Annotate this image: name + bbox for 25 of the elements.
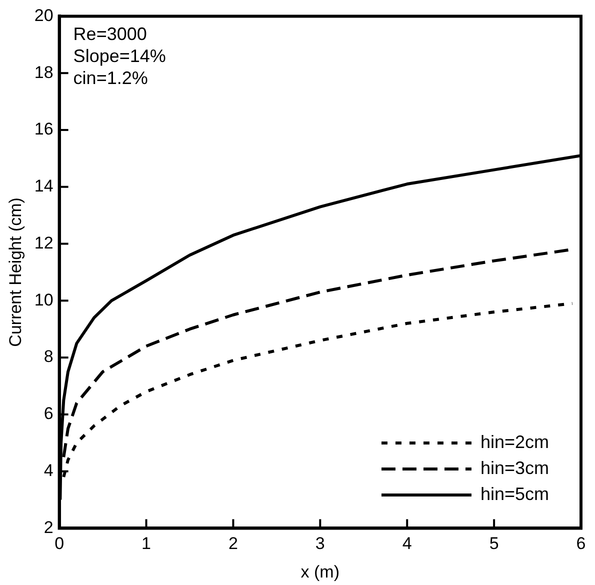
x-tick-label: 4: [402, 534, 412, 554]
annotation: cin=1.2%: [73, 68, 148, 88]
annotation: Slope=14%: [73, 46, 166, 66]
y-tick-label: 10: [34, 290, 54, 310]
y-axis-title: Current Height (cm): [6, 198, 25, 347]
legend-label: hin=2cm: [480, 432, 550, 452]
x-tick-label: 3: [315, 534, 325, 554]
y-tick-label: 12: [34, 233, 54, 252]
x-tick-label: 5: [489, 534, 499, 554]
legend-label: hin=5cm: [480, 484, 550, 504]
y-tick-label: 4: [44, 461, 54, 480]
legend-label: hin=3cm: [480, 458, 550, 478]
y-tick-label: 6: [44, 404, 54, 424]
x-tick-label: 1: [142, 534, 151, 554]
y-tick-label: 14: [34, 176, 54, 196]
y-tick-label: 20: [34, 6, 54, 25]
y-tick-label: 16: [34, 120, 54, 139]
y-tick-label: 8: [44, 347, 54, 366]
y-tick-label: 2: [44, 518, 54, 537]
x-axis-title: x (m): [300, 562, 340, 582]
x-tick-label: 0: [54, 534, 64, 554]
x-tick-label: 6: [576, 534, 586, 554]
y-tick-label: 18: [34, 62, 54, 82]
x-tick-label: 2: [228, 534, 238, 554]
annotation: Re=3000: [73, 24, 147, 44]
